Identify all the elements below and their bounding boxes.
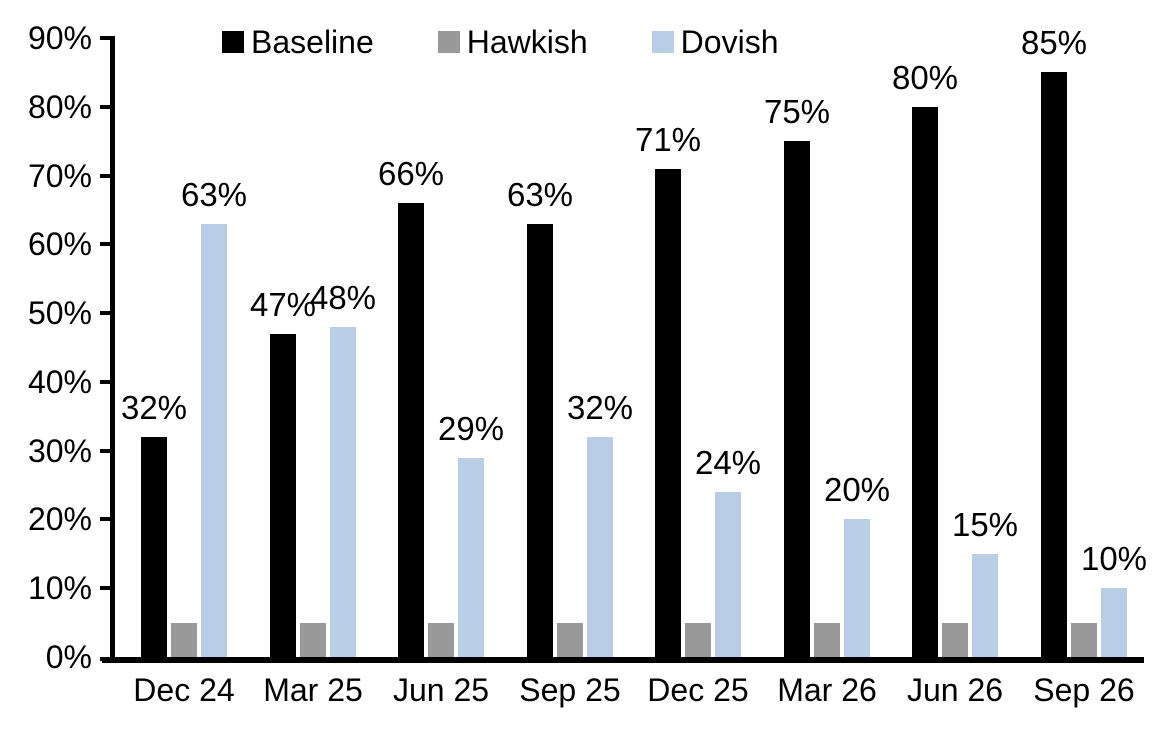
bar-baseline-sep-26 <box>1041 72 1067 657</box>
y-tick <box>100 36 115 40</box>
bar-label-baseline-mar-25: 47% <box>249 286 317 323</box>
bar-hawkish-mar-25 <box>300 623 326 657</box>
y-tick <box>100 517 115 521</box>
bar-label-dovish-sep-25: 32% <box>566 389 634 426</box>
y-tick <box>100 311 115 315</box>
x-category-label-mar-26: Mar 26 <box>777 672 877 708</box>
x-category-label-sep-25: Sep 25 <box>519 672 621 708</box>
bar-dovish-mar-25 <box>330 327 356 657</box>
bar-dovish-dec-24 <box>201 224 227 657</box>
bar-hawkish-jun-25 <box>428 623 454 657</box>
y-tick <box>100 174 115 178</box>
bar-label-baseline-jun-26: 80% <box>891 59 959 96</box>
legend-item-hawkish: Hawkish <box>437 24 588 60</box>
y-tick <box>100 380 115 384</box>
bar-label-baseline-sep-26: 85% <box>1020 24 1088 61</box>
bar-dovish-jun-25 <box>458 458 484 657</box>
bar-baseline-mar-26 <box>784 141 810 657</box>
x-category-label-jun-25: Jun 25 <box>392 672 490 708</box>
bar-label-dovish-jun-26: 15% <box>951 506 1019 543</box>
legend-swatch-dovish <box>651 31 674 53</box>
legend: Baseline Hawkish Dovish <box>222 26 778 58</box>
bar-dovish-sep-26 <box>1101 588 1127 657</box>
y-tick-label: 10% <box>27 570 92 606</box>
y-tick <box>100 657 115 661</box>
y-axis <box>110 36 115 663</box>
x-category-label-dec-24: Dec 24 <box>133 672 235 708</box>
bar-hawkish-mar-26 <box>814 623 840 657</box>
x-category-label-jun-26: Jun 26 <box>906 672 1004 708</box>
bar-hawkish-jun-26 <box>942 623 968 657</box>
bar-hawkish-dec-25 <box>685 623 711 657</box>
bar-label-dovish-jun-25: 29% <box>437 410 505 447</box>
y-tick-label: 80% <box>27 89 92 125</box>
legend-label-dovish: Dovish <box>680 24 779 60</box>
x-axis <box>102 657 1144 663</box>
bar-hawkish-sep-26 <box>1071 623 1097 657</box>
y-tick-label: 0% <box>45 639 92 675</box>
bar-baseline-jun-25 <box>398 203 424 657</box>
bar-baseline-mar-25 <box>270 334 296 657</box>
bar-label-dovish-dec-25: 24% <box>694 444 762 481</box>
bar-dovish-mar-26 <box>844 519 870 657</box>
bar-label-dovish-mar-25: 48% <box>309 279 377 316</box>
legend-label-hawkish: Hawkish <box>466 24 588 60</box>
bar-label-baseline-dec-25: 71% <box>634 121 702 158</box>
legend-swatch-hawkish <box>437 31 460 53</box>
legend-item-baseline: Baseline <box>222 26 374 58</box>
y-tick <box>100 105 115 109</box>
x-category-label-mar-25: Mar 25 <box>263 672 363 708</box>
bar-baseline-dec-24 <box>141 437 167 657</box>
bar-baseline-sep-25 <box>527 224 553 657</box>
legend-item-dovish: Dovish <box>651 24 779 60</box>
y-tick <box>100 586 115 590</box>
y-tick-label: 30% <box>27 433 92 469</box>
bar-label-baseline-dec-24: 32% <box>120 389 188 426</box>
y-tick-label: 60% <box>27 226 92 262</box>
y-tick-label: 40% <box>27 364 92 400</box>
y-tick-label: 20% <box>27 501 92 537</box>
y-tick-label: 70% <box>27 158 92 194</box>
bar-dovish-sep-25 <box>587 437 613 657</box>
y-tick-label: 90% <box>27 20 92 56</box>
legend-swatch-baseline <box>222 31 244 53</box>
x-category-label-sep-26: Sep 26 <box>1033 672 1135 708</box>
y-tick-label: 50% <box>27 295 92 331</box>
bar-hawkish-sep-25 <box>557 623 583 657</box>
bar-dovish-dec-25 <box>715 492 741 657</box>
x-category-label-dec-25: Dec 25 <box>647 672 749 708</box>
bar-label-dovish-dec-24: 63% <box>180 176 248 213</box>
bar-label-baseline-jun-25: 66% <box>377 155 445 192</box>
y-tick <box>100 242 115 246</box>
bar-label-baseline-sep-25: 63% <box>506 176 574 213</box>
bar-label-baseline-mar-26: 75% <box>763 93 831 130</box>
bar-label-dovish-sep-26: 10% <box>1080 540 1148 577</box>
bar-label-dovish-mar-26: 20% <box>823 471 891 508</box>
bar-hawkish-dec-24 <box>171 623 197 657</box>
bar-dovish-jun-26 <box>972 554 998 657</box>
bar-baseline-dec-25 <box>655 169 681 657</box>
legend-label-baseline: Baseline <box>251 24 374 60</box>
bar-baseline-jun-26 <box>912 107 938 657</box>
y-tick <box>100 449 115 453</box>
